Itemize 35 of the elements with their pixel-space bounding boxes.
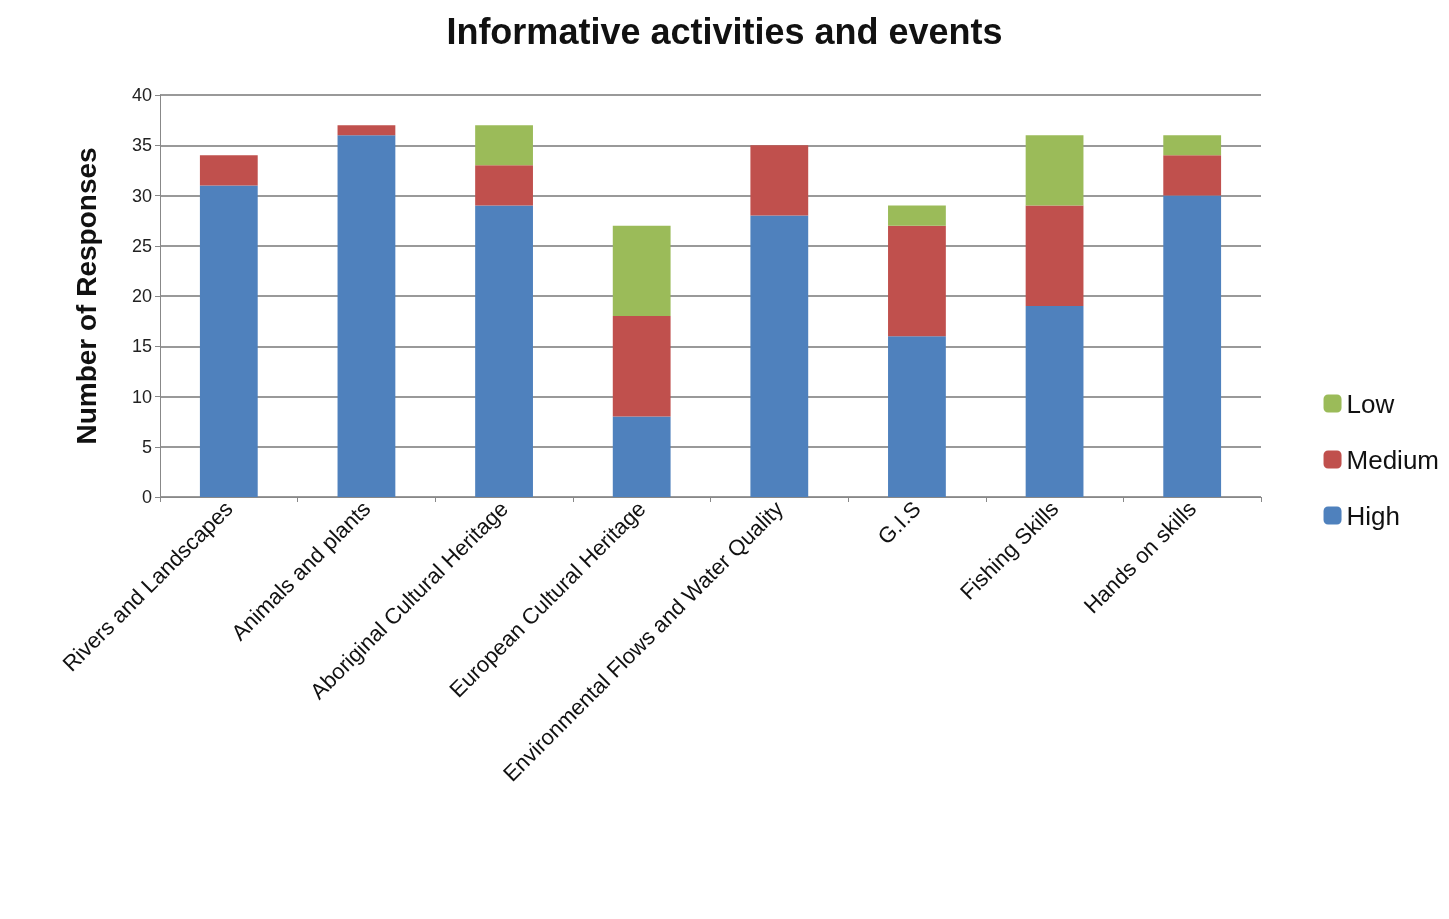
- bar: [199, 185, 258, 497]
- y-tick-label: 15: [131, 336, 152, 357]
- y-tick-label: 20: [131, 286, 152, 306]
- y-tick-label: 25: [131, 235, 152, 256]
- bar: [337, 125, 396, 136]
- bar: [475, 165, 533, 206]
- y-tick-label: 10: [131, 386, 152, 407]
- bar: [888, 336, 946, 497]
- bar: [337, 135, 396, 497]
- bar: [475, 205, 533, 497]
- bar: [475, 125, 533, 166]
- bar: [750, 145, 809, 216]
- bar: [1163, 195, 1222, 497]
- y-tick-label: 30: [131, 185, 152, 206]
- bar: [199, 155, 258, 186]
- bar: [1163, 155, 1222, 196]
- y-tick-label: 40: [131, 85, 152, 105]
- bar: [888, 205, 946, 226]
- y-tick-label: 0: [141, 487, 152, 507]
- bar: [612, 225, 671, 317]
- bar: [612, 316, 671, 417]
- bar: [888, 225, 946, 337]
- bar: [1025, 135, 1084, 206]
- y-tick-label: 35: [131, 135, 152, 156]
- bar: [750, 215, 809, 497]
- legend-label: Low: [1346, 388, 1395, 419]
- y-tick-label: 5: [141, 436, 152, 457]
- bar: [1163, 135, 1222, 156]
- bar: [1025, 205, 1084, 307]
- bar: [612, 416, 671, 497]
- legend-label: High: [1346, 500, 1401, 531]
- chart-title: Informative activities and events: [446, 10, 1003, 52]
- y-axis-title: Number of Responses: [70, 147, 102, 445]
- bar: [1025, 306, 1084, 497]
- legend-label: Medium: [1346, 444, 1440, 475]
